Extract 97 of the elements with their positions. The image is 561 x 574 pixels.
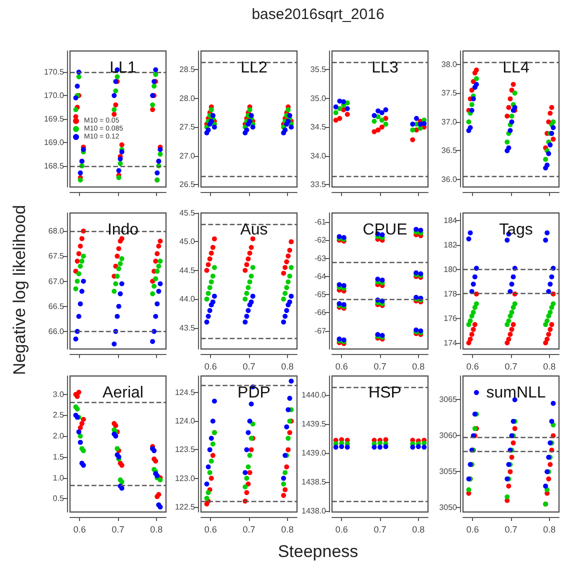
y-tick-label: -61 bbox=[314, 218, 327, 227]
y-tick-label: 43.5 bbox=[179, 323, 196, 332]
y-tick-label: 35.5 bbox=[310, 64, 327, 74]
x-tick-label: 0.8 bbox=[281, 524, 294, 534]
y-tick-label: -64 bbox=[314, 272, 327, 281]
y-tick-label: 37.0 bbox=[441, 117, 458, 126]
x-tick-label: 0.7 bbox=[374, 524, 386, 534]
y-tick-label: 26.5 bbox=[179, 180, 196, 190]
text: Aus bbox=[240, 222, 268, 238]
y-tick-label: -62 bbox=[314, 236, 327, 245]
x-tick-label: 0.6 bbox=[466, 524, 479, 534]
y-tick-label: 123.5 bbox=[174, 445, 196, 454]
y-tick-label: 27.5 bbox=[179, 122, 196, 132]
y-tick-label: 1.5 bbox=[52, 452, 65, 462]
x-tick-label: 0.6 bbox=[73, 524, 86, 534]
x-tick-label: 0.7 bbox=[242, 524, 256, 534]
text: base2016sqrt_2016 bbox=[252, 6, 384, 23]
y-tick-label: 68.0 bbox=[48, 226, 65, 236]
text: PDP bbox=[238, 384, 270, 402]
y-tick-label: 124.0 bbox=[174, 416, 196, 426]
x-tick-label: 0.6 bbox=[204, 362, 217, 372]
x-tick-label: 0.7 bbox=[504, 524, 518, 534]
y-tick-label: 3050 bbox=[439, 503, 458, 512]
y-tick-label: 66.5 bbox=[48, 302, 65, 311]
x-tick-label: 0.7 bbox=[374, 362, 386, 372]
x-tick-label: 0.6 bbox=[335, 524, 348, 534]
text: Negative log likelihood bbox=[10, 204, 30, 376]
y-tick-label: 67.5 bbox=[48, 252, 65, 261]
y-tick-label: 2.0 bbox=[52, 432, 65, 441]
text: HSP bbox=[368, 384, 402, 402]
y-tick-label: 169.5 bbox=[44, 114, 65, 124]
text: Steepness bbox=[278, 542, 358, 562]
y-tick-label: 3055 bbox=[439, 467, 458, 476]
x-tick-label: 0.8 bbox=[543, 524, 556, 534]
y-tick-label: 36.0 bbox=[441, 175, 458, 184]
text: LL3 bbox=[372, 60, 398, 76]
y-tick-label: 0.5 bbox=[52, 494, 65, 504]
y-tick-label: 182 bbox=[444, 240, 458, 250]
text: LL2 bbox=[240, 60, 268, 76]
text: CPUE bbox=[362, 222, 408, 238]
y-tick-label: 1438.0 bbox=[302, 506, 327, 516]
y-tick-label: 122.5 bbox=[174, 502, 196, 512]
y-tick-label: 180 bbox=[444, 265, 458, 274]
text: Aerial bbox=[102, 384, 144, 402]
y-tick-label: 1440.0 bbox=[302, 390, 327, 400]
x-tick-label: 0.8 bbox=[150, 524, 163, 534]
y-tick-label: 34.0 bbox=[310, 151, 327, 160]
y-tick-label: 170.0 bbox=[44, 91, 65, 100]
y-tick-label: 44.5 bbox=[179, 266, 196, 275]
y-tick-label: 37.5 bbox=[441, 88, 458, 98]
x-tick-label: 0.6 bbox=[466, 362, 479, 372]
y-tick-label: 3.0 bbox=[52, 390, 65, 399]
y-tick-label: 124.5 bbox=[174, 388, 196, 398]
y-tick-label: 178 bbox=[444, 289, 458, 298]
x-tick-label: 0.8 bbox=[281, 362, 294, 372]
y-tick-label: 168.5 bbox=[44, 161, 65, 170]
y-tick-label: 1439.0 bbox=[302, 448, 327, 458]
x-tick-label: 0.7 bbox=[242, 362, 256, 372]
x-tick-label: 0.6 bbox=[335, 362, 348, 372]
y-tick-label: 3060 bbox=[439, 431, 458, 440]
y-tick-label: 27.0 bbox=[179, 151, 196, 160]
x-tick-label: 0.8 bbox=[412, 524, 425, 534]
x-tick-label: 0.7 bbox=[112, 524, 124, 534]
y-tick-label: 174 bbox=[444, 338, 458, 348]
y-tick-label: -67 bbox=[314, 326, 327, 336]
x-tick-label: 0.8 bbox=[543, 362, 556, 372]
text: Tags bbox=[499, 222, 533, 238]
y-tick-label: 28.5 bbox=[179, 64, 196, 74]
y-tick-label: 2.5 bbox=[52, 410, 65, 420]
y-tick-label: -66 bbox=[314, 308, 327, 318]
y-tick-label: 170.5 bbox=[44, 68, 65, 77]
x-tick-label: 0.8 bbox=[412, 362, 425, 372]
y-tick-label: 66.0 bbox=[48, 326, 65, 336]
text: LL4 bbox=[502, 60, 530, 76]
y-tick-label: 45.5 bbox=[179, 208, 196, 218]
x-tick-label: 0.7 bbox=[504, 362, 518, 372]
y-tick-label: 44.0 bbox=[179, 294, 196, 304]
y-tick-label: 33.5 bbox=[310, 180, 327, 190]
y-tick-label: 3065 bbox=[439, 395, 458, 404]
y-tick-label: 67.0 bbox=[48, 276, 65, 286]
y-tick-label: 34.5 bbox=[310, 122, 327, 132]
y-tick-label: 176 bbox=[444, 314, 458, 323]
text: sumNLL bbox=[486, 384, 546, 402]
y-tick-label: 35.0 bbox=[310, 94, 327, 103]
y-tick-label: 169.0 bbox=[44, 138, 65, 147]
y-tick-label: 184 bbox=[444, 216, 458, 226]
y-tick-label: 1439.5 bbox=[302, 420, 327, 429]
y-tick-label: 45.0 bbox=[179, 237, 196, 246]
y-tick-label: 36.5 bbox=[441, 146, 458, 156]
y-tick-label: 28.0 bbox=[179, 94, 196, 103]
y-tick-label: 38.0 bbox=[441, 60, 458, 69]
y-tick-label: -63 bbox=[314, 254, 327, 263]
y-tick-label: 1438.5 bbox=[302, 477, 327, 486]
x-tick-label: 0.6 bbox=[204, 524, 217, 534]
y-tick-label: 123.0 bbox=[174, 474, 196, 483]
y-tick-label: 1.0 bbox=[52, 473, 65, 482]
y-tick-label: -65 bbox=[314, 290, 327, 300]
